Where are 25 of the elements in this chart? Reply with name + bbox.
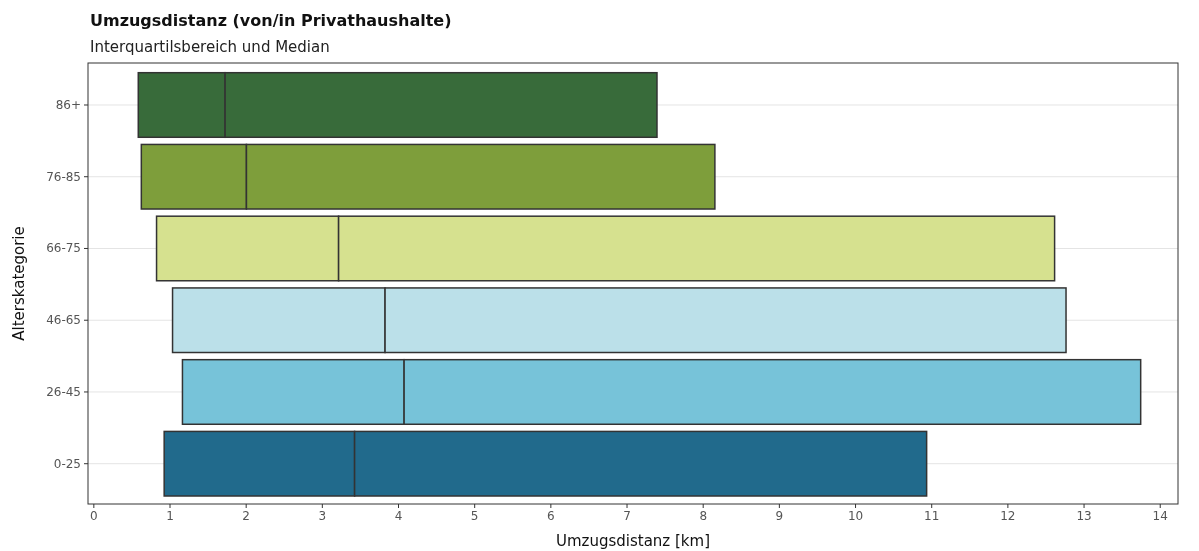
x-tick-label: 6: [547, 508, 555, 523]
y-tick-label: 46-65: [46, 313, 81, 328]
y-axis-title: Alterskategorie: [10, 226, 28, 341]
y-tick-label: 66-75: [46, 241, 81, 256]
x-tick-label: 4: [394, 508, 403, 523]
x-tick-label: 14: [1152, 508, 1168, 523]
x-tick-label: 13: [1076, 508, 1092, 523]
x-tick-label: 10: [847, 508, 864, 523]
y-tick-label: 0-25: [53, 456, 81, 471]
x-tick-label: 1: [166, 508, 174, 523]
chart-title: Umzugsdistanz (von/in Privathaushalte): [90, 11, 452, 30]
y-tick-label: 26-45: [46, 384, 81, 399]
x-tick-label: 9: [775, 508, 784, 523]
x-tick-label: 5: [470, 508, 479, 523]
chart-subtitle: Interquartilsbereich und Median: [90, 38, 330, 56]
y-tick-label: 76-85: [46, 169, 81, 184]
x-axis-title: Umzugsdistanz [km]: [555, 532, 711, 550]
x-tick-label: 11: [924, 508, 940, 523]
x-tick-label: 3: [318, 508, 327, 523]
y-tick-label: 86+: [55, 97, 81, 112]
x-tick-label: 0: [90, 508, 98, 523]
x-tick-label: 7: [623, 508, 631, 523]
x-tick-label: 12: [1000, 508, 1016, 523]
x-tick-label: 8: [699, 508, 708, 523]
x-tick-label: 2: [242, 508, 250, 523]
